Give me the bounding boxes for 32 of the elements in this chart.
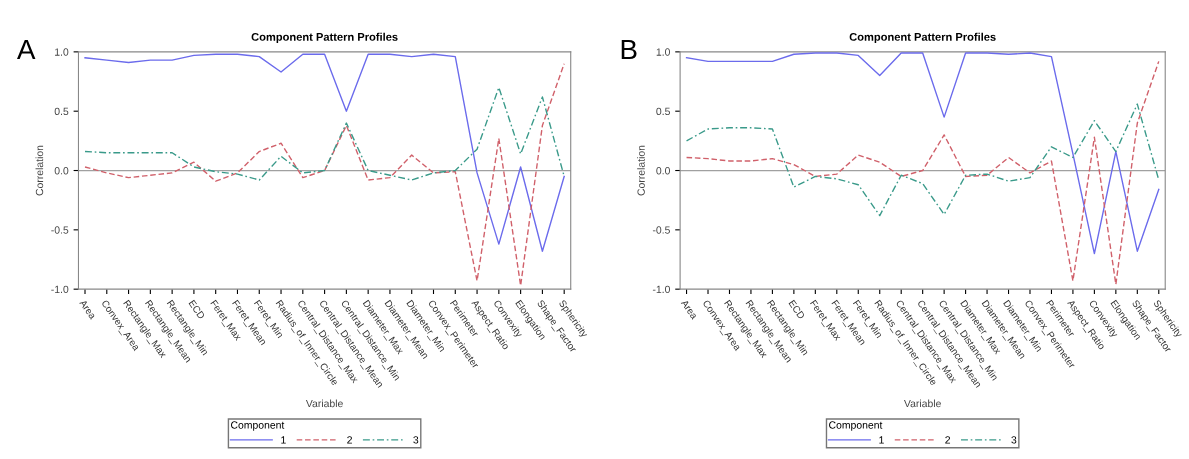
- chart-title: Component Pattern Profiles: [849, 32, 996, 44]
- legend-title: Component: [231, 421, 285, 431]
- y-tick-label: 0.5: [54, 107, 69, 116]
- y-tick-label: -0.5: [652, 226, 670, 234]
- y-tick-label: -1.0: [51, 285, 69, 294]
- y-axis-title: Correlation: [637, 145, 645, 196]
- legend-label: 2: [347, 436, 352, 444]
- chart-title: Component Pattern Profiles: [251, 32, 398, 44]
- y-tick-label: 0.0: [656, 167, 670, 175]
- y-tick-label: 0.5: [656, 107, 670, 116]
- line-series: [84, 53, 565, 252]
- y-tick-label: 1.0: [55, 48, 69, 56]
- legend-label: 1: [281, 436, 286, 444]
- y-tick-label: -1.0: [652, 285, 670, 294]
- legend-label: 2: [945, 436, 951, 444]
- text: A: [17, 39, 36, 60]
- line-series: [84, 63, 565, 287]
- y-axis-title: Correlation: [35, 145, 44, 196]
- y-tick-label: 0.0: [54, 167, 69, 175]
- y-tick-label: 1.0: [656, 48, 670, 56]
- line-series: [685, 60, 1160, 286]
- legend-label: 3: [1011, 436, 1017, 444]
- y-tick-label: -0.5: [51, 226, 69, 234]
- x-axis-title: Variable: [903, 399, 941, 408]
- legend-label: 1: [879, 436, 884, 444]
- text: B: [621, 39, 637, 60]
- legend-title: Component: [829, 421, 883, 431]
- line-series: [685, 52, 1160, 255]
- line-series: [685, 103, 1160, 217]
- line-series: [84, 86, 565, 181]
- x-axis-title: Variable: [305, 399, 343, 408]
- legend-label: 3: [413, 436, 419, 444]
